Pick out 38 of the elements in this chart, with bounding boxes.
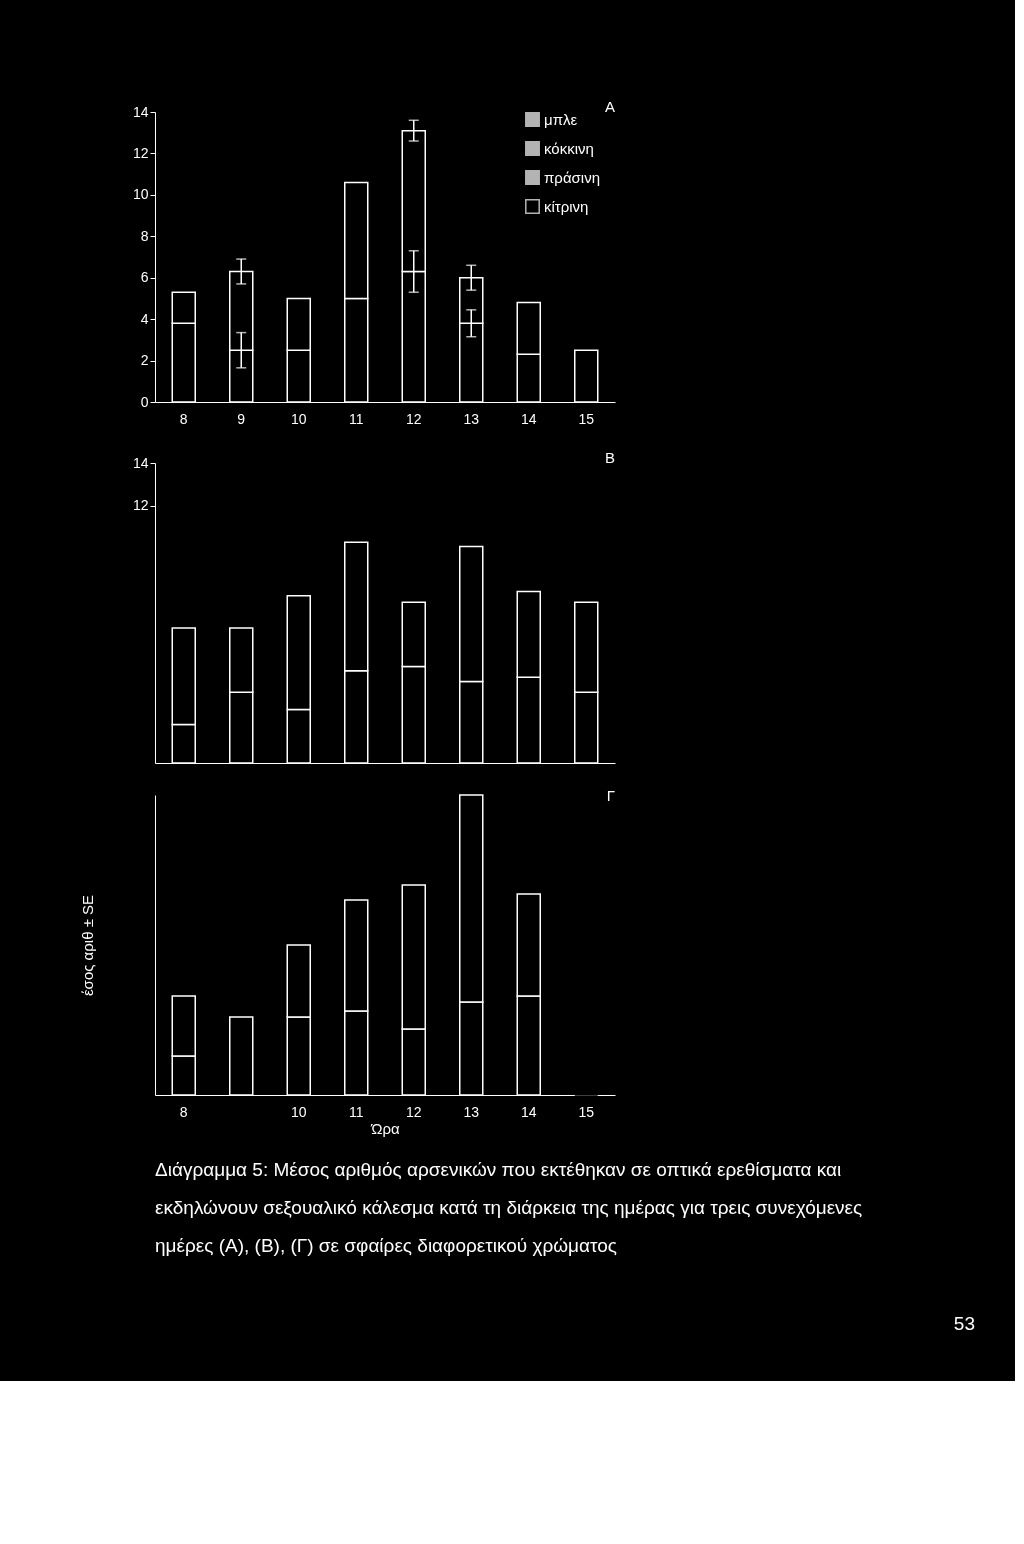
x-tick-label: 14: [520, 1103, 537, 1120]
x-tick-label: 13: [463, 410, 480, 427]
y-tick-label: 12: [132, 497, 149, 514]
text: Διάγραμμα 5: Μέσος αριθμός αρσενικών που εκτέθηκαν σε οπτικά ερεθίσματα και: [155, 1159, 842, 1180]
y-tick-label: 14: [132, 454, 149, 471]
chart-title: Β: [604, 449, 615, 466]
y-tick-label: 10: [132, 186, 149, 203]
x-tick-label: 8: [179, 410, 188, 427]
legend-label: πράσινη: [544, 168, 600, 186]
x-tick-label: 11: [348, 410, 364, 427]
text: 53: [953, 1313, 975, 1334]
chart-title: Γ: [606, 787, 615, 805]
x-tick-label: 15: [578, 1103, 595, 1120]
text: ημέρες (Α), (Β), (Γ) σε σφαίρες διαφορετικού χρώματος: [155, 1235, 617, 1256]
y-tick-label: 2: [140, 352, 149, 369]
y-tick-label: 12: [132, 144, 149, 161]
x-tick-label: 9: [237, 410, 246, 427]
y-axis-title: έσος αριθ ± SE: [78, 894, 96, 997]
x-tick-label: 11: [348, 1103, 364, 1120]
y-tick-label: 8: [140, 227, 149, 244]
x-tick-label: 15: [578, 410, 595, 427]
x-tick-label: 14: [520, 410, 537, 427]
legend-label: μπλε: [544, 110, 578, 128]
y-tick-label: 4: [140, 310, 149, 327]
legend-label: κόκκινη: [544, 139, 594, 157]
x-tick-label: 13: [463, 1103, 480, 1120]
x-tick-label: 8: [179, 1103, 188, 1120]
chart-title: Α: [604, 98, 615, 115]
y-tick-label: 6: [140, 269, 149, 286]
text: εκδηλώνουν σεξουαλικό κάλεσμα κατά τη διάρκεια της ημέρας για τρεις συνεχόμενες: [155, 1197, 863, 1218]
x-tick-label: 12: [405, 1103, 422, 1120]
x-tick-label: 10: [290, 410, 307, 427]
x-tick-label: 12: [405, 410, 422, 427]
y-tick-label: 0: [140, 393, 149, 410]
legend-label: κίτρινη: [544, 197, 589, 215]
x-tick-label: 10: [290, 1103, 307, 1120]
x-axis-title: Ώρα: [370, 1119, 401, 1137]
y-tick-label: 14: [132, 103, 149, 120]
